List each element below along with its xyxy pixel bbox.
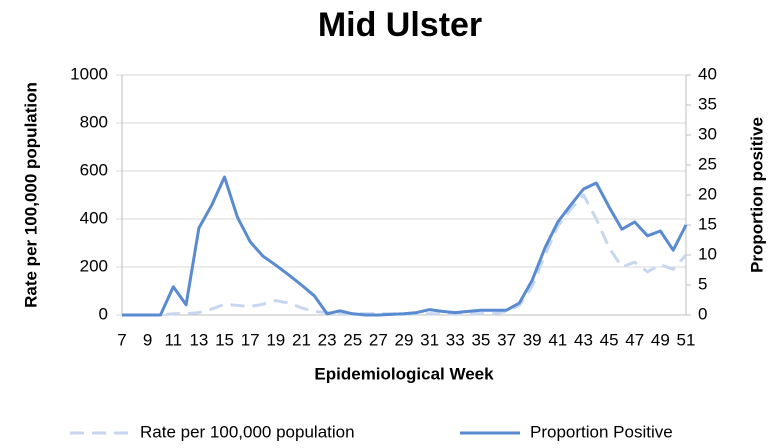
x-tick-label: 35 xyxy=(471,330,490,349)
x-tick-label: 25 xyxy=(343,330,362,349)
y2-tick-label: 25 xyxy=(698,154,717,173)
y2-tick-label: 35 xyxy=(698,94,717,113)
y2-tick-label: 30 xyxy=(698,124,717,143)
x-tick-label: 7 xyxy=(117,330,126,349)
y2-tick-label: 20 xyxy=(698,184,717,203)
x-tick-label: 39 xyxy=(523,330,542,349)
x-tick-label: 11 xyxy=(164,330,182,349)
x-tick-label: 31 xyxy=(420,330,439,349)
y2-tick-label: 0 xyxy=(698,304,707,323)
x-tick-label: 51 xyxy=(677,330,696,349)
y2-tick-label: 5 xyxy=(698,274,707,293)
x-tick-label: 17 xyxy=(241,330,260,349)
x-tick-label: 9 xyxy=(143,330,152,349)
y-tick-label: 800 xyxy=(80,112,108,131)
chart-title: Mid Ulster xyxy=(318,6,482,44)
y2-tick-label: 10 xyxy=(698,244,717,263)
y2-tick-label: 15 xyxy=(698,214,717,233)
y-tick-label: 200 xyxy=(80,256,108,275)
x-tick-label: 23 xyxy=(318,330,337,349)
y-tick-label: 600 xyxy=(80,160,108,179)
x-tick-label: 41 xyxy=(548,330,567,349)
y2-tick-label: 40 xyxy=(698,64,717,83)
y-tick-label: 400 xyxy=(80,208,108,227)
x-tick-label: 27 xyxy=(369,330,388,349)
x-tick-label: 37 xyxy=(497,330,516,349)
x-tick-label: 21 xyxy=(292,330,311,349)
legend-label: Proportion Positive xyxy=(530,422,673,441)
y-axis-title: Rate per 100,000 population xyxy=(21,82,40,308)
y2-axis-title: Proportion positive xyxy=(747,117,766,273)
x-tick-label: 15 xyxy=(215,330,234,349)
y-tick-label: 1000 xyxy=(70,64,108,83)
x-tick-label: 19 xyxy=(266,330,285,349)
x-tick-label: 29 xyxy=(395,330,414,349)
legend-label: Rate per 100,000 population xyxy=(140,422,355,441)
x-tick-label: 43 xyxy=(574,330,593,349)
x-axis-title: Epidemiological Week xyxy=(314,364,494,383)
x-tick-label: 49 xyxy=(651,330,670,349)
y-tick-label: 0 xyxy=(99,304,108,323)
series-line xyxy=(122,175,688,317)
x-tick-label: 13 xyxy=(189,330,208,349)
x-tick-label: 45 xyxy=(600,330,619,349)
x-tick-label: 33 xyxy=(446,330,465,349)
x-tick-label: 47 xyxy=(625,330,644,349)
